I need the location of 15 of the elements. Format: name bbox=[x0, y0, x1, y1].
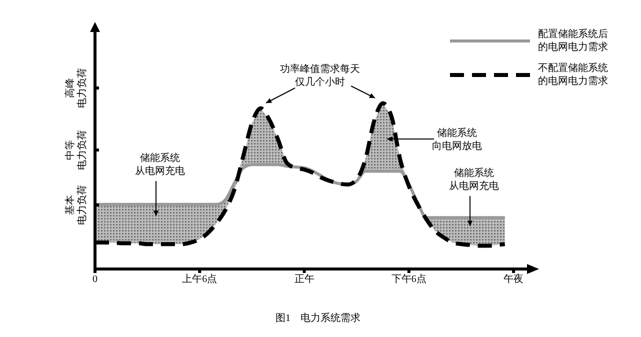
x-tick-label: 下午6点 bbox=[391, 273, 426, 286]
text: 不配置储能系统的电网电力需求 bbox=[538, 63, 608, 87]
text: 中等电力负荷 bbox=[64, 130, 88, 170]
x-tick-label: 0 bbox=[92, 274, 98, 286]
text: 配置储能系统后的电网电力需求 bbox=[538, 29, 608, 53]
x-tick-label: 上午6点 bbox=[182, 273, 218, 286]
annotation: 储能系统从电网充电 bbox=[449, 168, 499, 192]
text: 功率峰值需求每天仅几个小时 bbox=[280, 64, 360, 88]
text: 基本电力负荷 bbox=[64, 185, 88, 225]
annotation: 储能系统向电网放电 bbox=[432, 128, 482, 152]
text: 高峰电力负荷 bbox=[64, 68, 88, 108]
x-tick-label: 正午 bbox=[294, 273, 314, 286]
caption: 图1 电力系统需求 bbox=[276, 313, 360, 324]
x-tick-label: 午夜 bbox=[504, 273, 524, 286]
annotation: 储能系统从电网充电 bbox=[135, 153, 185, 177]
